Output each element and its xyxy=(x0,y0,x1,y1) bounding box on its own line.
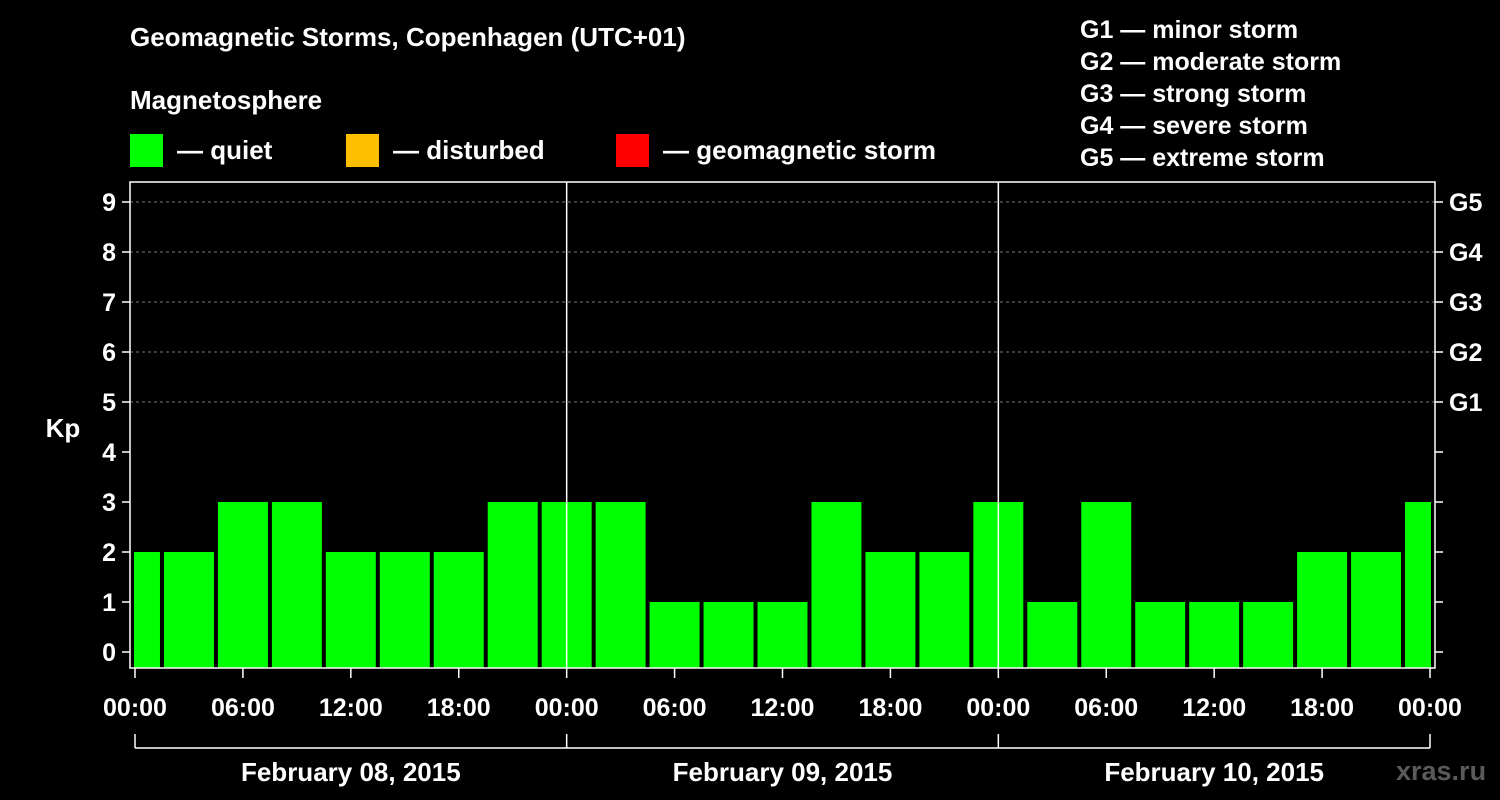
legend-swatch-storm xyxy=(616,133,649,167)
x-tick-label: 06:00 xyxy=(1074,694,1138,722)
x-tick-label: 12:00 xyxy=(751,694,815,722)
x-tick-label: 12:00 xyxy=(319,694,383,722)
x-tick-label: 00:00 xyxy=(103,694,167,722)
kp-bar xyxy=(1027,602,1078,668)
scale-row-g4: G4 — severe storm xyxy=(1080,112,1308,140)
kp-bar xyxy=(325,552,376,668)
x-tick-label: 06:00 xyxy=(211,694,275,722)
kp-bar xyxy=(271,502,322,668)
kp-bar xyxy=(1351,552,1402,668)
kp-bar xyxy=(1081,502,1132,668)
y-tick-label: 8 xyxy=(102,239,116,267)
y-axis-label: Kp xyxy=(46,413,81,443)
x-tick-label: 00:00 xyxy=(535,694,599,722)
legend-item-storm: — geomagnetic storm xyxy=(616,133,936,167)
chart-title: Geomagnetic Storms, Copenhagen (UTC+01) xyxy=(130,22,686,52)
x-tick-label: 18:00 xyxy=(1290,694,1354,722)
right-tick-label: G4 xyxy=(1449,239,1482,267)
right-tick-label: G5 xyxy=(1449,189,1482,217)
scale-row-g1: G1 — minor storm xyxy=(1080,16,1299,44)
kp-bar xyxy=(757,602,808,668)
kp-bar xyxy=(379,552,430,668)
y-tick-label: 0 xyxy=(102,639,116,667)
storm-scale-legend: G1 — minor storm G2 — moderate storm G3 … xyxy=(1080,14,1341,174)
scale-row-g2: G2 — moderate storm xyxy=(1080,48,1342,76)
kp-bar xyxy=(703,602,754,668)
kp-bar xyxy=(649,602,700,668)
kp-bar xyxy=(1405,502,1431,668)
legend-item-disturbed: — disturbed xyxy=(346,133,545,167)
y-tick-label: 9 xyxy=(102,189,116,217)
plot-frame xyxy=(129,181,1436,669)
x-tick-label: 00:00 xyxy=(1398,694,1462,722)
legend-label-storm: — geomagnetic storm xyxy=(663,134,937,165)
day-label: February 08, 2015 xyxy=(241,757,461,787)
kp-bar xyxy=(1135,602,1186,668)
scale-row-g5: G5 — extreme storm xyxy=(1080,144,1325,172)
y-tick-label: 7 xyxy=(102,289,116,317)
kp-bar xyxy=(919,552,970,668)
y-tick-label: 3 xyxy=(102,489,116,517)
scale-row-g3: G3 — strong storm xyxy=(1080,80,1307,108)
x-tick-label: 06:00 xyxy=(643,694,707,722)
kp-bar xyxy=(433,552,484,668)
kp-bar xyxy=(163,552,214,668)
y-tick-label: 2 xyxy=(102,539,116,567)
day-label: February 09, 2015 xyxy=(673,757,893,787)
legend-label-disturbed: — disturbed xyxy=(393,134,545,165)
x-tick-label: 00:00 xyxy=(966,694,1030,722)
legend-label-quiet: — quiet xyxy=(177,134,273,165)
right-tick-label: G3 xyxy=(1449,289,1482,317)
right-tick-label: G1 xyxy=(1449,389,1482,417)
x-tick-label: 18:00 xyxy=(427,694,491,722)
kp-bar xyxy=(134,552,160,668)
y-tick-label: 1 xyxy=(102,589,116,617)
kp-bar xyxy=(1189,602,1240,668)
y-tick-label: 4 xyxy=(102,439,116,467)
kp-bar xyxy=(217,502,268,668)
kp-bar xyxy=(865,552,916,668)
kp-bar xyxy=(487,502,538,668)
x-tick-label: 18:00 xyxy=(858,694,922,722)
legend-swatch-disturbed xyxy=(346,133,379,167)
legend-swatch-quiet xyxy=(130,133,163,167)
kp-bar xyxy=(595,502,646,668)
chart-subtitle: Magnetosphere xyxy=(130,85,323,115)
kp-bar xyxy=(811,502,862,668)
y-tick-label: 5 xyxy=(102,389,116,417)
y-tick-label: 6 xyxy=(102,339,116,367)
watermark: xras.ru xyxy=(1396,756,1487,786)
x-tick-label: 12:00 xyxy=(1182,694,1246,722)
day-label: February 10, 2015 xyxy=(1104,757,1324,787)
legend-item-quiet: — quiet xyxy=(130,133,272,167)
right-tick-label: G2 xyxy=(1449,339,1482,367)
kp-bar xyxy=(1297,552,1348,668)
kp-bar xyxy=(1243,602,1294,668)
